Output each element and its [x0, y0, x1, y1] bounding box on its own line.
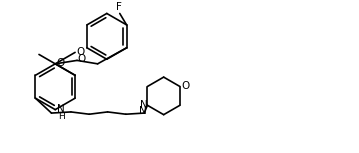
Text: N: N	[57, 104, 65, 114]
Text: O: O	[181, 81, 189, 91]
Text: O: O	[56, 58, 65, 68]
Text: N: N	[139, 106, 146, 116]
Text: O: O	[78, 54, 86, 64]
Text: O: O	[76, 47, 84, 57]
Text: H: H	[58, 112, 65, 121]
Text: F: F	[116, 2, 122, 12]
Text: N: N	[140, 100, 148, 110]
